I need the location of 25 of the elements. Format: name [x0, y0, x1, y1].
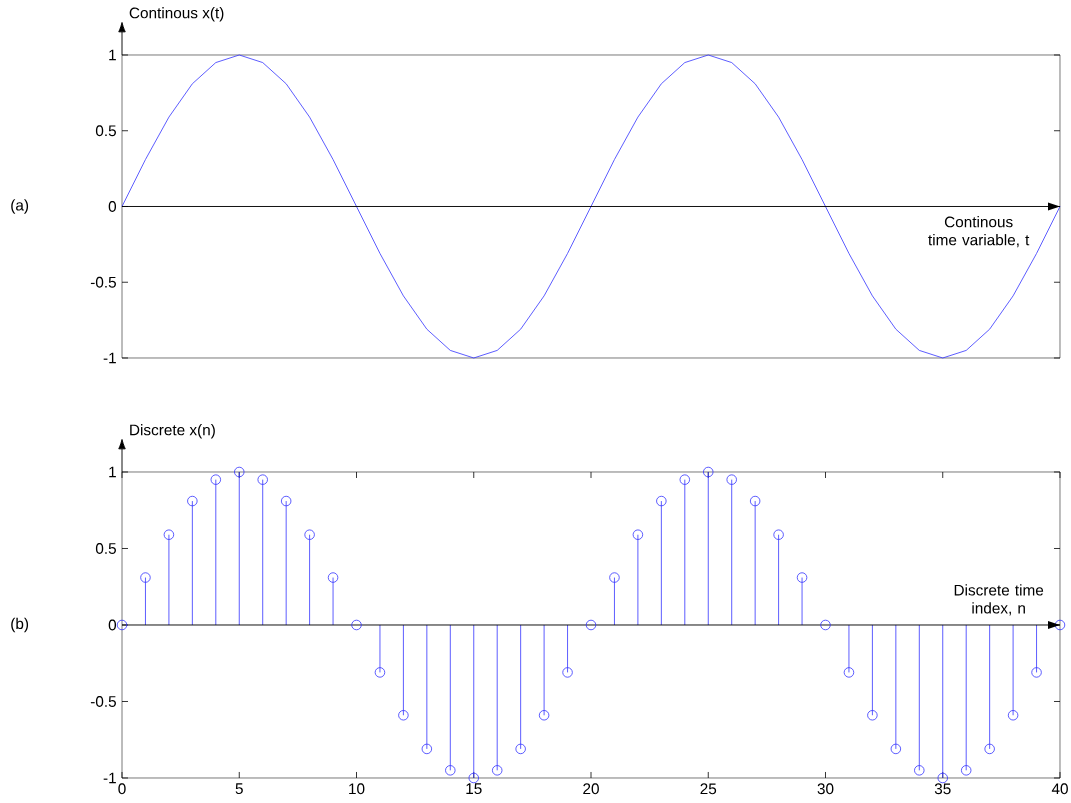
- x-tick-label: 5: [235, 783, 243, 795]
- x-tick-label: 35: [934, 783, 951, 795]
- y-tick-label: 1: [109, 49, 116, 61]
- y-axis-title: Discrete x(n): [130, 424, 215, 439]
- y-tick-label: -0.5: [90, 276, 116, 288]
- x-tick-label: 0: [118, 783, 126, 795]
- y-tick-label: -0.5: [90, 696, 116, 707]
- x-axis-title: Continous time variable, t: [928, 216, 1030, 248]
- y-tick-label: -1: [103, 772, 116, 784]
- x-tick-label: 25: [700, 783, 717, 795]
- y-tick-label: 1: [109, 466, 116, 478]
- text: (b): [11, 617, 29, 633]
- x-tick-label: 10: [349, 783, 365, 795]
- y-tick-label: 0: [108, 201, 117, 212]
- y-tick-label: 0.5: [95, 125, 116, 137]
- y-tick-label: -1: [103, 352, 116, 364]
- x-tick-label: 40: [1051, 783, 1068, 795]
- x-axis-title: Discrete time index, n: [954, 584, 1044, 616]
- x-tick-label: 20: [583, 783, 599, 795]
- text: (a): [11, 199, 29, 214]
- x-tick-label: 30: [817, 783, 834, 795]
- y-tick-label: 0: [108, 619, 117, 631]
- y-axis-title: Continous x(t): [129, 7, 224, 22]
- x-tick-label: 15: [466, 783, 482, 795]
- y-tick-label: 0.5: [95, 543, 116, 554]
